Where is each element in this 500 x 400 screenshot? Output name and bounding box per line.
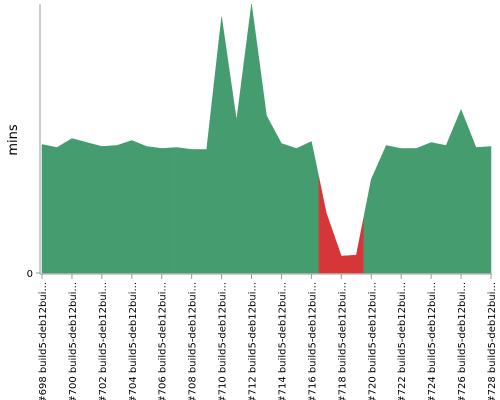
area-segment xyxy=(273,129,290,274)
x-tick-label: #724 build5-deb12bui... xyxy=(427,282,438,400)
area-segment xyxy=(41,144,50,274)
area-segment xyxy=(288,144,305,274)
area-segment xyxy=(318,177,335,274)
area-segment xyxy=(483,146,492,274)
area-segment xyxy=(154,147,170,274)
area-segment xyxy=(423,142,439,274)
area-segment xyxy=(168,147,185,274)
area-segment xyxy=(408,145,424,274)
x-tick-label: #704 build5-deb12bui... xyxy=(128,282,139,400)
x-tick-label: #718 build5-deb12bui... xyxy=(337,282,348,400)
area-segment xyxy=(303,141,320,274)
x-tick-label: #712 build5-deb12bui... xyxy=(248,282,259,400)
y-axis-label: mins xyxy=(6,124,21,156)
area-segment xyxy=(49,142,65,274)
area-segment xyxy=(393,146,409,274)
x-tick-label: #722 build5-deb12bui... xyxy=(397,282,408,400)
area-segment xyxy=(139,143,155,274)
x-tick-label: #702 build5-deb12bui... xyxy=(98,282,109,400)
area-segment xyxy=(79,140,95,274)
area-segment xyxy=(183,148,200,274)
area-segment xyxy=(438,127,454,274)
x-tick-label: #720 build5-deb12bui... xyxy=(367,282,378,400)
area-segment xyxy=(94,144,110,274)
y-tick-label: 0 xyxy=(27,269,33,280)
area-segment xyxy=(333,234,350,274)
area-segment xyxy=(109,142,125,274)
x-tick-label: #714 build5-deb12bui... xyxy=(277,282,288,400)
area-segment xyxy=(64,138,80,274)
area-segment xyxy=(124,140,140,274)
x-tick-label: #706 build5-deb12bui... xyxy=(158,282,169,400)
area-segment xyxy=(258,59,275,274)
area-segment xyxy=(378,145,394,274)
x-tick-label: #710 build5-deb12bui... xyxy=(218,282,229,400)
x-tick-label: #700 build5-deb12bui... xyxy=(68,282,79,400)
area-segment xyxy=(243,3,260,274)
x-tick-label: #708 build5-deb12bui... xyxy=(188,282,199,400)
x-tick-label: #728 build5-deb12bui... xyxy=(487,282,498,400)
area-segment xyxy=(348,217,365,274)
area-segment xyxy=(468,128,484,274)
area-segment xyxy=(363,162,379,274)
area-segment xyxy=(453,108,469,274)
x-tick-label: #716 build5-deb12bui... xyxy=(307,282,318,400)
x-tick-label: #698 build5-deb12bui... xyxy=(38,282,49,400)
area-segment xyxy=(228,62,245,274)
area-segment xyxy=(213,16,230,274)
x-tick-label: #726 build5-deb12bui... xyxy=(457,282,468,400)
area-segment xyxy=(198,83,215,274)
